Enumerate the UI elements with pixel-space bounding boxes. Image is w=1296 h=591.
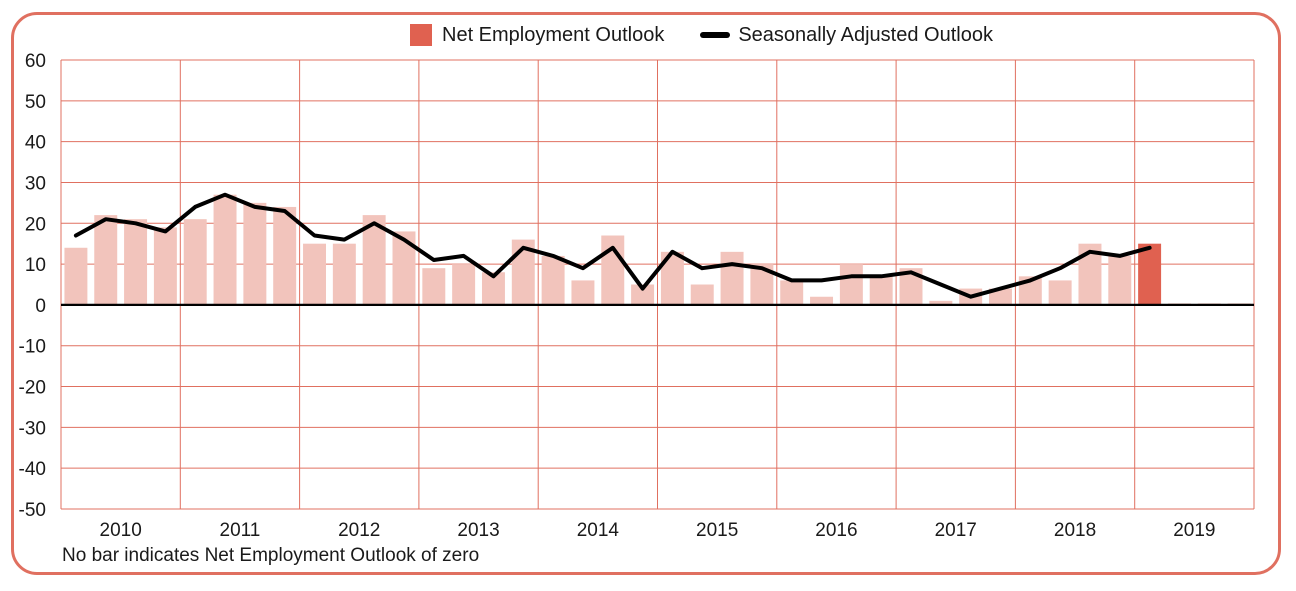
x-tick-label: 2017 [935, 520, 977, 541]
x-tick-label: 2015 [696, 520, 738, 541]
legend-item-net-outlook: Net Employment Outlook [410, 24, 664, 47]
y-tick-label: 60 [25, 51, 46, 72]
x-tick-label: 2010 [100, 520, 142, 541]
bar [1138, 243, 1162, 305]
bar [839, 264, 863, 305]
x-tick-label: 2016 [815, 520, 857, 541]
x-tick-label: 2011 [220, 520, 261, 541]
bar [64, 247, 88, 305]
bar [989, 288, 1012, 305]
x-tick-label: 2019 [1173, 520, 1215, 541]
y-tick-label: -30 [19, 418, 46, 439]
bar [1108, 255, 1132, 305]
x-tick-label: 2012 [338, 520, 380, 541]
bar [899, 268, 923, 305]
y-tick-label: 30 [25, 173, 46, 194]
x-tick-labels: 2010 2011 2012 2013 2014 2015 2016 2017 2018 2019 [100, 520, 1216, 541]
bar [94, 215, 118, 305]
bar [1078, 243, 1102, 305]
bar [780, 280, 804, 305]
grid-lines [60, 59, 1255, 510]
bar [422, 268, 446, 305]
chart-frame [11, 12, 1281, 575]
y-tick-label: 10 [25, 255, 46, 276]
legend-item-seasonal: Seasonally Adjusted Outlook [700, 24, 993, 47]
bar [183, 219, 207, 305]
x-tick-label: 2014 [577, 520, 620, 541]
legend-label-seasonal: Seasonally Adjusted Outlook [738, 23, 993, 46]
bar [243, 202, 267, 305]
bar [541, 255, 565, 305]
bar [362, 215, 386, 305]
legend-label-net-outlook: Net Employment Outlook [442, 23, 665, 46]
y-tick-label: -10 [19, 337, 46, 358]
bar [810, 296, 834, 305]
bar [303, 243, 326, 305]
y-tick-label: -20 [19, 378, 46, 399]
bar [273, 206, 297, 305]
bar [631, 284, 655, 305]
seasonal-line [73, 192, 1152, 299]
y-tick-label: 0 [35, 296, 46, 317]
bar [1048, 280, 1072, 305]
bar [690, 284, 714, 305]
y-tick-label: -50 [19, 500, 46, 521]
bar [869, 276, 893, 305]
bar [929, 300, 953, 305]
y-tick-label: -40 [19, 459, 46, 480]
bar [720, 251, 744, 305]
y-tick-label: 20 [25, 214, 46, 235]
bar [392, 231, 416, 305]
footnote: No bar indicates Net Employment Outlook … [62, 545, 480, 566]
legend-bar-swatch [410, 24, 432, 46]
bar [153, 227, 177, 305]
seasonal-line-group [73, 192, 1152, 299]
x-tick-label: 2013 [457, 520, 499, 541]
y-tick-label: 50 [25, 92, 46, 113]
bar [481, 272, 505, 305]
y-tick-label: 40 [25, 133, 46, 154]
bar [124, 219, 148, 305]
bar [213, 194, 237, 305]
bar [571, 280, 595, 305]
bar [332, 243, 356, 305]
legend-line-swatch [700, 32, 731, 38]
legend: Net Employment Outlook Seasonally Adjust… [410, 22, 1029, 48]
y-tick-labels: 60 50 40 30 20 10 0 -10 -20 -30 -40 -50 [19, 51, 46, 521]
x-tick-label: 2018 [1054, 520, 1096, 541]
bar [452, 264, 476, 305]
bar [660, 251, 684, 305]
bar [750, 264, 774, 305]
